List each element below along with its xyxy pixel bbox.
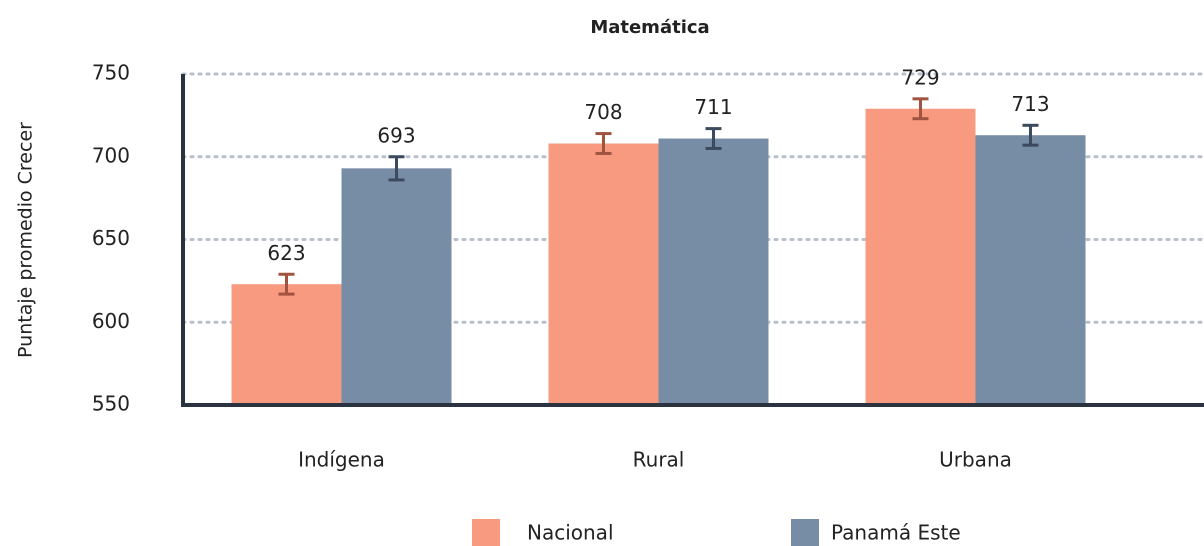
y-axis-label: Puntaje promedio Crecer [15,122,37,358]
data-label: 729 [901,65,939,89]
data-label: 623 [267,241,305,265]
x-tick-label: Urbana [939,448,1012,472]
legend-label: Nacional [527,521,614,545]
bar [658,138,769,406]
x-tick-label: Rural [633,448,685,472]
bar [231,284,342,405]
data-label: 711 [694,95,732,119]
y-tick-label: 750 [92,61,130,85]
bar [865,108,976,405]
bar [975,135,1086,406]
bar [548,143,659,405]
bar [341,168,452,405]
y-tick-label: 700 [92,143,130,167]
data-label: 713 [1011,92,1049,116]
y-tick-label: 650 [92,226,130,250]
y-tick-label: 600 [92,309,130,333]
x-tick-label: Indígena [298,448,385,472]
y-tick-label: 550 [92,392,130,416]
data-label: 693 [377,123,415,147]
legend-label: Panamá Este [831,521,961,545]
chart-title: Matemática [590,17,709,38]
data-label: 708 [584,100,622,124]
legend-swatch [791,519,819,546]
legend-swatch [472,519,500,546]
